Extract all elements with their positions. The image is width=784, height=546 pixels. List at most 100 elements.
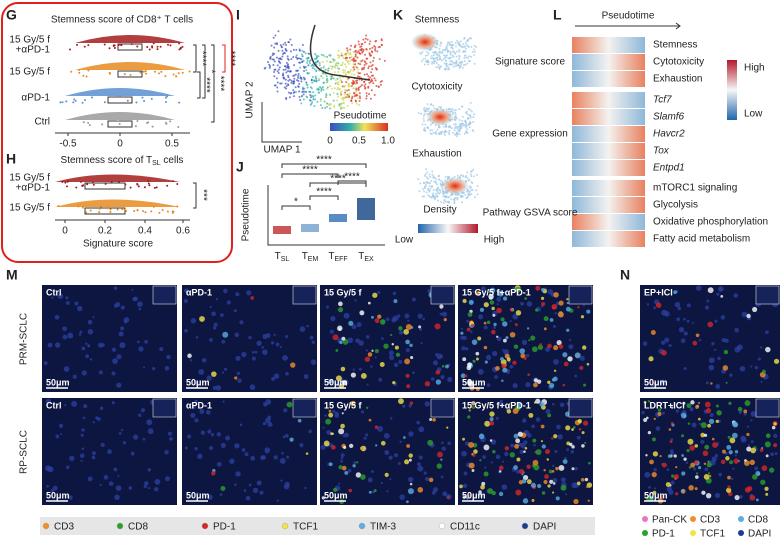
cell [715, 384, 721, 389]
cell [520, 301, 524, 306]
group-label: Gene expression [492, 129, 568, 140]
cell [373, 93, 376, 96]
cell [759, 448, 764, 452]
cell [397, 461, 401, 465]
cell [81, 428, 85, 432]
cell [290, 58, 293, 61]
cell [326, 430, 332, 435]
cell [335, 349, 339, 352]
cell [501, 460, 505, 463]
significance: **** [196, 51, 207, 67]
cell [469, 330, 473, 334]
cell [57, 293, 64, 299]
cell [553, 358, 559, 365]
cell [458, 119, 461, 122]
cell [308, 429, 312, 434]
cell [357, 50, 360, 53]
cell [533, 382, 538, 388]
cell [447, 57, 450, 60]
cell [427, 52, 430, 55]
cell [282, 68, 285, 71]
cell [365, 34, 368, 37]
cell [302, 90, 305, 93]
cell [456, 127, 459, 130]
label-part: SL [281, 256, 290, 263]
cell [276, 70, 279, 73]
box [301, 224, 319, 232]
cell [552, 324, 556, 328]
cell [286, 64, 289, 67]
cell [468, 123, 471, 126]
colorbar-label: High [484, 235, 505, 246]
cell [297, 72, 300, 75]
dot [108, 71, 111, 74]
cell [273, 333, 276, 337]
cell [661, 350, 667, 356]
cell [315, 80, 318, 83]
row-label: Entpd1 [653, 163, 685, 174]
cell [489, 420, 495, 426]
cell [704, 433, 708, 437]
legend-dot [116, 522, 124, 530]
cell [67, 332, 74, 339]
cell [244, 452, 249, 457]
cell [499, 470, 502, 473]
significance: * [205, 70, 216, 74]
cell [447, 175, 450, 178]
cell [250, 296, 255, 300]
cell [519, 449, 524, 455]
cell [728, 450, 733, 455]
cell [526, 301, 533, 307]
cell [347, 337, 354, 344]
cell [317, 79, 320, 82]
cell [727, 485, 731, 489]
cell [435, 51, 438, 54]
cell [551, 470, 555, 473]
cell [520, 353, 526, 359]
cell [716, 292, 720, 296]
cell [371, 51, 374, 54]
dot [121, 208, 124, 211]
cell [52, 485, 58, 491]
cell [475, 189, 478, 192]
cell [360, 474, 366, 480]
cell [552, 403, 555, 406]
cell [428, 107, 431, 110]
cell [671, 474, 675, 478]
cell [417, 111, 420, 114]
cell [128, 486, 133, 490]
cell [657, 408, 662, 412]
cell [336, 381, 341, 386]
cell [352, 79, 355, 82]
cell [655, 426, 661, 431]
row-label: Stemness [653, 40, 697, 51]
cell [755, 498, 759, 502]
cell [356, 322, 362, 328]
cell [380, 43, 383, 46]
cell [199, 316, 205, 322]
cell [448, 195, 451, 198]
cell [209, 338, 213, 342]
cell [419, 182, 422, 185]
cell [749, 459, 755, 466]
cell [433, 54, 436, 57]
cell [234, 483, 237, 486]
cell [346, 51, 349, 54]
cell [404, 358, 411, 365]
cell [79, 330, 83, 334]
cell [463, 495, 466, 498]
cell [750, 440, 754, 444]
cell [579, 355, 585, 361]
cell [440, 475, 444, 479]
cell [419, 327, 423, 331]
group-label: 15 Gy/5 f [9, 67, 50, 78]
row-label: mTORC1 signaling [653, 183, 737, 194]
cell [666, 486, 672, 492]
cell [338, 54, 341, 57]
cell [380, 481, 383, 485]
cell [332, 99, 335, 102]
dot [172, 73, 175, 76]
cell [462, 124, 465, 127]
cell [152, 366, 156, 371]
cell [489, 439, 493, 442]
